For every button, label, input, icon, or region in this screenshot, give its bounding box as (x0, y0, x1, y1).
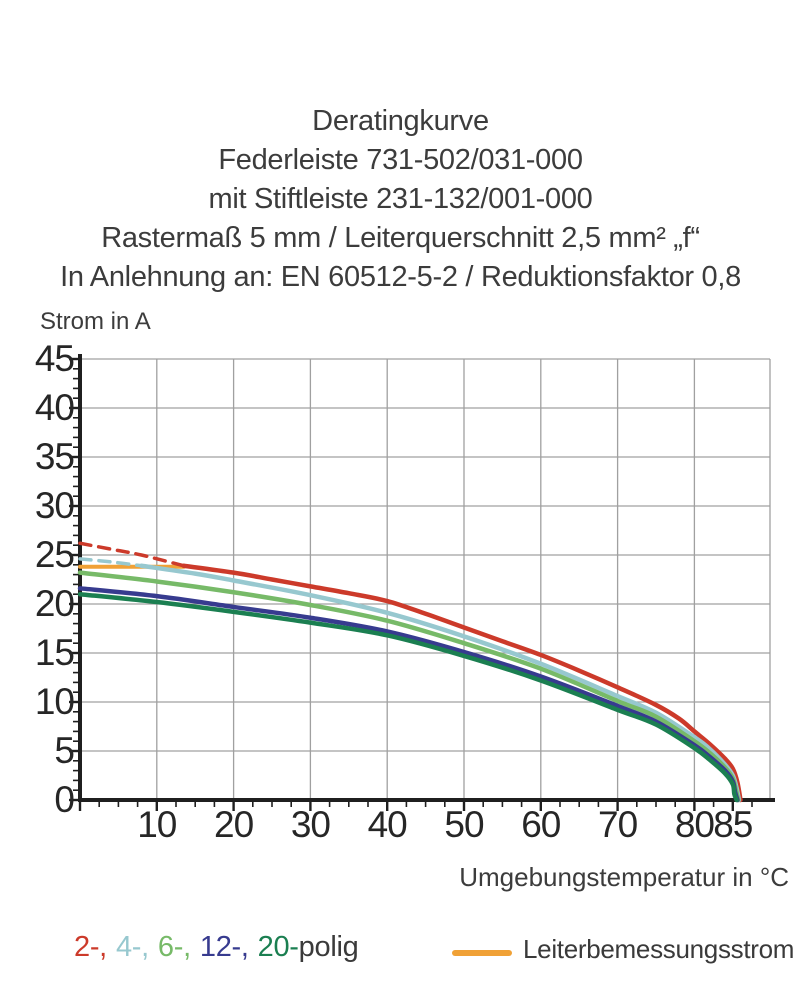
title-line-3: mit Stiftleiste 231-132/001-000 (208, 183, 593, 215)
curve-20-polig (77, 591, 739, 803)
title-line-4: Rastermaß 5 mm / Leiterquerschnitt 2,5 m… (101, 222, 700, 254)
y-tick-label: 25 (34, 534, 75, 575)
x-tick-label: 30 (290, 804, 331, 845)
x-tick-label: 85 (713, 804, 753, 845)
y-tick-label: 35 (34, 436, 75, 477)
title-line-5: In Anlehnung an: EN 60512-5-2 / Reduktio… (60, 261, 741, 293)
title-line-2: Federleiste 731-502/031-000 (218, 144, 583, 176)
x-tick-label: 60 (521, 804, 561, 845)
x-axis-title: Umgebungstemperatur in °C (459, 862, 789, 892)
y-axis-title: Strom in A (40, 308, 151, 335)
y-tick-label: 0 (54, 779, 75, 820)
y-tick-label: 45 (34, 338, 75, 379)
y-tick-label: 40 (34, 387, 75, 428)
y-tick-label: 5 (54, 730, 75, 771)
y-tick-label: 20 (34, 583, 75, 624)
x-tick-label: 70 (598, 804, 638, 845)
chart-title-block: Deratingkurve Federleiste 731-502/031-00… (0, 102, 801, 297)
y-tick-label: 15 (34, 632, 75, 673)
y-tick-label: 10 (34, 681, 75, 722)
title-line-1: Deratingkurve (312, 105, 489, 137)
x-tick-label: 50 (444, 804, 484, 845)
x-tick-label: 20 (214, 804, 254, 845)
curve-2-polig (181, 563, 743, 803)
curve-4-polig-dashed (78, 557, 144, 568)
x-tick-label: 40 (367, 804, 408, 845)
curve-2-polig-dashed (78, 541, 186, 568)
x-tick-label: 10 (137, 804, 177, 845)
x-tick-label: 80 (674, 804, 715, 845)
y-tick-label: 30 (34, 485, 75, 526)
